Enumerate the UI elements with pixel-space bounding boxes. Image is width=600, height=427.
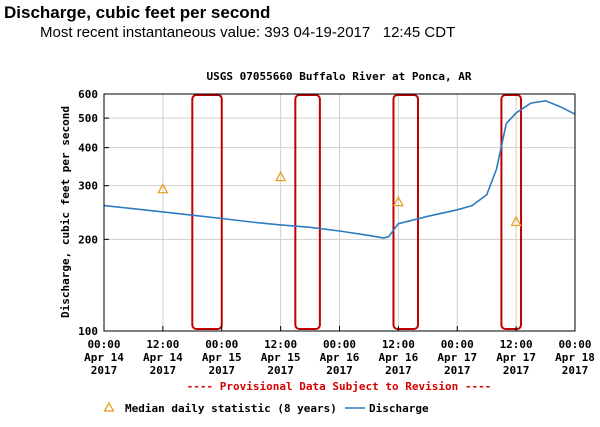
highlight-box — [392, 94, 419, 330]
y-tick-label: 300 — [78, 180, 98, 193]
x-tick-label: 00:00 — [87, 338, 120, 351]
x-tick-label: 2017 — [326, 364, 353, 377]
x-tick-label: 2017 — [503, 364, 530, 377]
x-tick-label: 2017 — [385, 364, 412, 377]
legend-discharge-label: Discharge — [369, 402, 429, 415]
y-tick-label: 400 — [78, 142, 98, 155]
series — [103, 99, 576, 239]
x-tick-label: 00:00 — [205, 338, 238, 351]
discharge-line — [103, 99, 576, 239]
x-tick-label: 00:00 — [323, 338, 356, 351]
x-tick-label: 2017 — [562, 364, 589, 377]
y-axis: 100 200 300 400 500 600 — [78, 88, 109, 338]
highlight-box — [294, 94, 321, 330]
x-tick-label: 12:00 — [500, 338, 533, 351]
x-tick-label: 2017 — [267, 364, 294, 377]
x-tick-label: Apr 14 — [84, 351, 124, 364]
x-tick-label: Apr 15 — [261, 351, 301, 364]
median-marker — [392, 195, 404, 207]
provisional-note: ---- Provisional Data Subject to Revisio… — [187, 380, 492, 393]
y-tick-label: 500 — [78, 112, 98, 125]
x-tick-label: 12:00 — [382, 338, 415, 351]
x-tick-label: 2017 — [91, 364, 118, 377]
y-axis-label: Discharge, cubic feet per second — [59, 106, 72, 318]
legend: Median daily statistic (8 years) Discharg… — [103, 401, 429, 415]
chart-title: USGS 07055660 Buffalo River at Ponca, AR — [207, 70, 472, 83]
legend-triangle-icon — [103, 401, 115, 412]
highlight-box — [191, 94, 223, 330]
highlight-boxes — [191, 94, 523, 330]
y-tick-label: 200 — [78, 233, 98, 246]
x-tick-label: 00:00 — [558, 338, 591, 351]
x-tick-label: 2017 — [444, 364, 471, 377]
x-tick-label: 2017 — [150, 364, 177, 377]
x-tick-label: 12:00 — [146, 338, 179, 351]
y-tick-label: 100 — [78, 325, 98, 338]
x-tick-label: Apr 14 — [143, 351, 183, 364]
median-marker — [510, 215, 522, 227]
x-tick-label: Apr 16 — [379, 351, 419, 364]
x-tick-label: 12:00 — [264, 338, 297, 351]
x-tick-label: Apr 15 — [202, 351, 242, 364]
most-recent-value: Most recent instantaneous value: 393 04-… — [40, 24, 456, 41]
x-tick-label: Apr 17 — [496, 351, 536, 364]
x-tick-label: Apr 17 — [437, 351, 477, 364]
chart-heading: Discharge, cubic feet per second — [4, 3, 271, 22]
legend-median-label: Median daily statistic (8 years) — [125, 402, 337, 415]
median-marker — [157, 182, 169, 194]
x-tick-label: Apr 16 — [320, 351, 360, 364]
median-marker — [275, 170, 287, 182]
highlight-box — [500, 94, 523, 330]
x-tick-label: Apr 18 — [555, 351, 595, 364]
x-tick-label: 00:00 — [441, 338, 474, 351]
y-tick-label: 600 — [78, 88, 98, 101]
x-tick-label: 2017 — [209, 364, 236, 377]
